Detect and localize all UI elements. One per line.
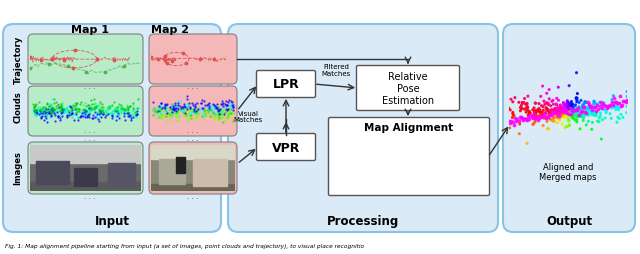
Text: Input: Input bbox=[95, 214, 129, 227]
Text: . . .: . . . bbox=[188, 128, 198, 133]
FancyBboxPatch shape bbox=[28, 35, 143, 85]
Text: . . .: . . . bbox=[188, 135, 198, 141]
Text: Map Alignment: Map Alignment bbox=[364, 122, 454, 133]
FancyBboxPatch shape bbox=[149, 35, 237, 85]
Text: . . .: . . . bbox=[84, 128, 95, 133]
FancyBboxPatch shape bbox=[149, 87, 237, 136]
Text: . . .: . . . bbox=[84, 135, 95, 141]
FancyBboxPatch shape bbox=[257, 134, 316, 161]
Text: Images: Images bbox=[13, 150, 22, 184]
FancyBboxPatch shape bbox=[257, 71, 316, 98]
FancyBboxPatch shape bbox=[149, 142, 237, 194]
Text: Fig. 1: Map alignment pipeline starting from input (a set of images, point cloud: Fig. 1: Map alignment pipeline starting … bbox=[5, 243, 364, 248]
Text: . . .: . . . bbox=[84, 84, 95, 90]
Text: Visual
Matches: Visual Matches bbox=[234, 110, 262, 123]
Text: Filtered
Matches: Filtered Matches bbox=[321, 64, 351, 77]
Text: Processing: Processing bbox=[327, 214, 399, 227]
Text: . . .: . . . bbox=[188, 84, 198, 90]
Text: . . .: . . . bbox=[84, 185, 95, 191]
FancyBboxPatch shape bbox=[503, 25, 635, 232]
Text: Map 1: Map 1 bbox=[71, 25, 109, 35]
Text: . . .: . . . bbox=[188, 185, 198, 191]
FancyBboxPatch shape bbox=[356, 66, 460, 111]
Text: LPR: LPR bbox=[273, 78, 300, 91]
FancyBboxPatch shape bbox=[28, 87, 143, 136]
Text: Output: Output bbox=[546, 214, 592, 227]
FancyBboxPatch shape bbox=[228, 25, 498, 232]
Text: Relative
Pose
Estimation: Relative Pose Estimation bbox=[382, 72, 434, 105]
FancyBboxPatch shape bbox=[328, 118, 490, 196]
Text: Aligned and
Merged maps: Aligned and Merged maps bbox=[540, 162, 596, 182]
Text: . . .: . . . bbox=[84, 193, 95, 199]
Text: . . .: . . . bbox=[188, 193, 198, 199]
Text: Map 2: Map 2 bbox=[151, 25, 189, 35]
Text: Trajectory: Trajectory bbox=[13, 36, 22, 84]
FancyBboxPatch shape bbox=[28, 142, 143, 194]
Text: Clouds: Clouds bbox=[13, 91, 22, 122]
Text: VPR: VPR bbox=[272, 141, 300, 154]
FancyBboxPatch shape bbox=[3, 25, 221, 232]
